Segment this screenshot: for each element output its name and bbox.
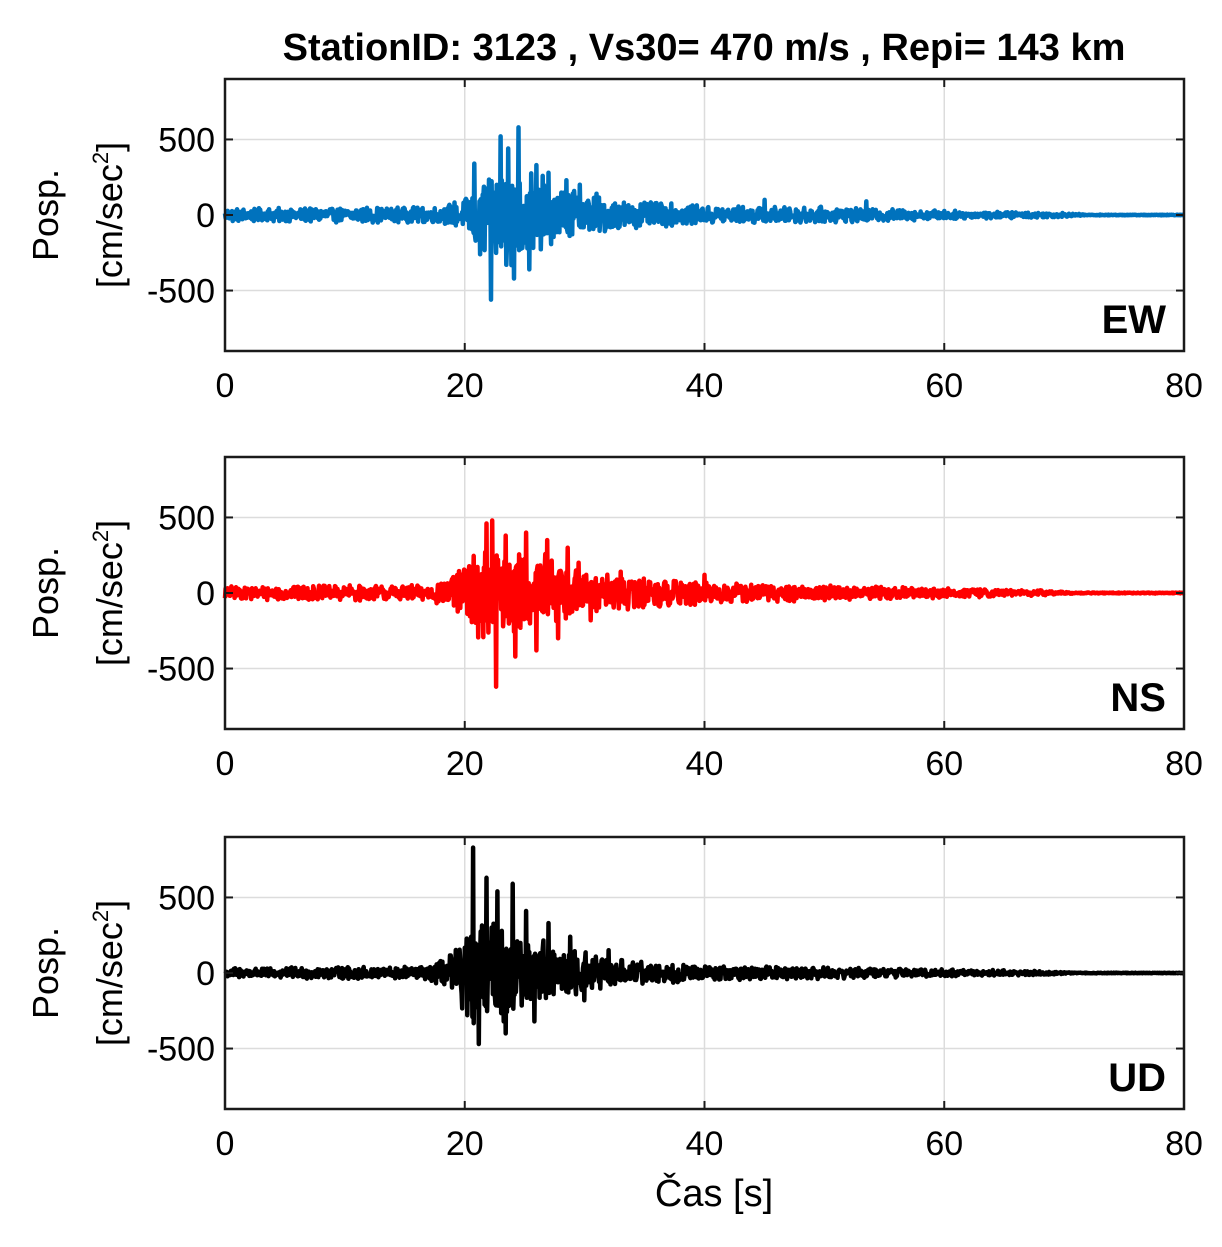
y-tick-label: 0 — [196, 197, 215, 235]
y-tick-label: -500 — [147, 651, 215, 689]
y-axis-label: Posp. — [25, 169, 66, 261]
y-axis-label: Posp. — [25, 547, 66, 639]
y-tick-label: 500 — [158, 879, 215, 917]
component-label: UD — [1108, 1056, 1166, 1100]
x-tick-label: 80 — [1165, 367, 1203, 405]
waveform-ns — [222, 518, 1186, 689]
x-tick-label: 40 — [686, 1125, 724, 1163]
x-tick-label: 20 — [446, 367, 484, 405]
x-tick-label: 60 — [925, 1125, 963, 1163]
x-tick-label: 40 — [686, 367, 724, 405]
x-tick-label: 20 — [446, 1125, 484, 1163]
y-tick-label: 0 — [196, 955, 215, 993]
y-tick-label: -500 — [147, 273, 215, 311]
x-tick-label: 80 — [1165, 745, 1203, 783]
x-tick-label: 40 — [686, 745, 724, 783]
x-tick-label: 0 — [216, 745, 235, 783]
x-tick-label: 20 — [446, 745, 484, 783]
y-tick-label: 500 — [158, 499, 215, 537]
x-tick-label: 0 — [216, 367, 235, 405]
y-tick-label: 500 — [158, 121, 215, 159]
x-tick-label: 0 — [216, 1125, 235, 1163]
x-tick-label: 60 — [925, 367, 963, 405]
y-axis-unit: [cm/sec2] — [88, 142, 130, 288]
panel-ns: 0 20 40 60 80 -500 0 500 NS Posp. [cm/sec2] — [25, 455, 1203, 783]
component-label: NS — [1110, 676, 1166, 720]
waveform-ew — [222, 125, 1186, 302]
y-axis-unit: [cm/sec2] — [88, 900, 130, 1046]
panel-ud: 0 20 40 60 80 -500 0 500 UD Posp. [cm/sec2] — [25, 835, 1203, 1163]
x-tick-label: 60 — [925, 745, 963, 783]
x-axis-label: Čas [s] — [655, 1171, 773, 1215]
x-tick-label: 80 — [1165, 1125, 1203, 1163]
panel-ew: 0 20 40 60 80 -500 0 500 EW Posp. [cm/sec2] — [25, 77, 1203, 405]
y-axis-unit: [cm/sec2] — [88, 520, 130, 666]
waveform-ud — [223, 845, 1186, 1047]
y-tick-label: 0 — [196, 575, 215, 613]
chart-title: StationID: 3123 , Vs30= 470 m/s , Repi= … — [283, 27, 1126, 69]
y-tick-label: -500 — [147, 1031, 215, 1069]
component-label: EW — [1102, 298, 1167, 342]
y-axis-label: Posp. — [25, 927, 66, 1019]
